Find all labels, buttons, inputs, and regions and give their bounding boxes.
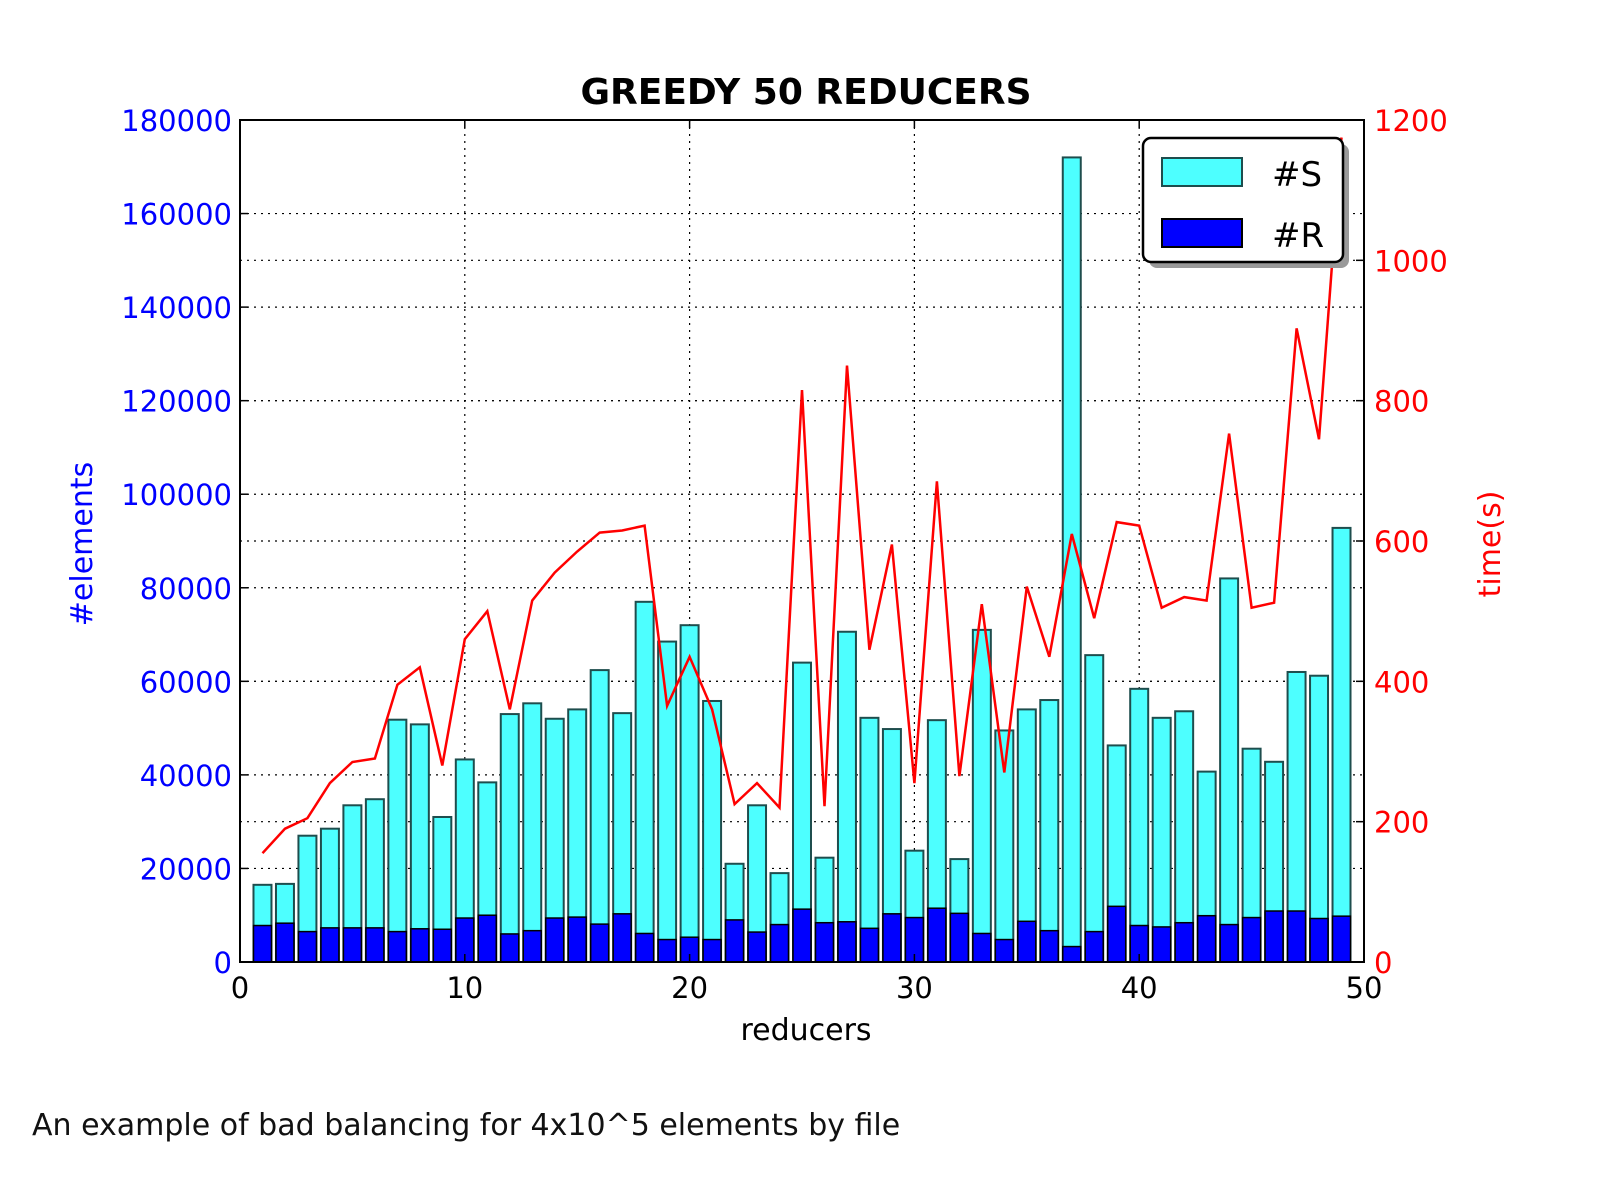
bar-s xyxy=(1129,687,1150,963)
bar-r xyxy=(365,927,385,963)
y-axis-left-label: #elements xyxy=(65,462,100,626)
bar-r xyxy=(747,931,767,963)
y-right-tick-label: 800 xyxy=(1374,385,1429,419)
y-left-tick-label: 80000 xyxy=(140,572,232,606)
bar-r xyxy=(342,927,363,963)
y-left-tick-label: 0 xyxy=(214,946,232,980)
bar-s xyxy=(836,630,857,963)
y-right-tick-label: 0 xyxy=(1374,946,1392,980)
bar-r xyxy=(1219,923,1239,963)
y-left-tick-label: 40000 xyxy=(140,759,232,793)
bar-r xyxy=(927,907,947,963)
bar-r xyxy=(1309,917,1329,963)
bar-r xyxy=(387,930,408,963)
legend-label-s: #S xyxy=(1272,155,1322,195)
bar-r xyxy=(859,927,880,963)
bar-r xyxy=(1286,910,1307,963)
bar-s xyxy=(1219,577,1240,964)
x-tick-label: 0 xyxy=(231,971,249,1005)
y-left-tick-label: 20000 xyxy=(140,852,232,886)
bar-s xyxy=(1084,654,1105,963)
bar-r xyxy=(612,913,632,963)
y-left-tick-label: 120000 xyxy=(121,385,232,419)
x-tick-label: 10 xyxy=(446,971,483,1005)
y-right-tick-label: 600 xyxy=(1374,525,1429,559)
y-left-tick-label: 160000 xyxy=(121,198,232,232)
time-line-layer xyxy=(261,137,1343,855)
bar-s xyxy=(589,669,610,964)
bar-r xyxy=(275,922,295,963)
bar-r xyxy=(1331,915,1352,963)
bar-s xyxy=(409,723,430,963)
bar-r xyxy=(297,930,318,963)
y-right-tick-label: 200 xyxy=(1374,806,1429,840)
bar-r xyxy=(1151,926,1172,963)
y-right-tick-label: 1200 xyxy=(1374,104,1448,138)
bar-r xyxy=(320,927,340,963)
legend-swatch-r xyxy=(1161,218,1243,248)
bars xyxy=(252,156,1352,964)
bar-r xyxy=(769,923,790,963)
bar-s xyxy=(1151,716,1172,963)
y-left-tick-label: 140000 xyxy=(121,291,232,325)
bar-r xyxy=(1084,930,1104,963)
bar-r xyxy=(1039,929,1060,963)
x-tick-label: 20 xyxy=(671,971,708,1005)
legend-label-r: #R xyxy=(1272,216,1324,256)
axis-ticks: 0 10 20 30 40 5002000040000600008000010000012… xyxy=(121,104,1448,1005)
bar-r xyxy=(1174,921,1194,963)
bar-s xyxy=(1331,526,1352,963)
bar-r xyxy=(657,938,677,963)
bar-r xyxy=(432,928,453,963)
bar-s xyxy=(499,713,520,963)
y-left-tick-label: 100000 xyxy=(121,478,232,512)
bar-r xyxy=(814,921,835,963)
y-left-tick-label: 60000 xyxy=(140,665,232,699)
bar-r xyxy=(252,924,273,963)
bar-r xyxy=(882,913,902,963)
bar-r xyxy=(1241,916,1262,963)
bar-s xyxy=(859,716,880,963)
bar-r xyxy=(634,932,655,963)
bar-r xyxy=(1106,905,1127,963)
bar-r xyxy=(702,938,722,963)
bar-s xyxy=(522,702,543,964)
bar-r xyxy=(724,919,745,963)
chart-title: GREEDY 50 REDUCERS xyxy=(580,72,1031,113)
y-axis-right-label: time(s) xyxy=(1473,491,1508,598)
x-tick-label: 40 xyxy=(1121,971,1158,1005)
bar-r xyxy=(1017,920,1037,963)
legend-swatch-s xyxy=(1161,157,1243,187)
bar-r xyxy=(567,916,587,963)
bar-r xyxy=(949,912,970,963)
bar-r xyxy=(792,908,812,963)
bar-s xyxy=(1039,699,1060,963)
bar-s xyxy=(634,600,655,963)
bar-r xyxy=(1062,945,1082,963)
bar-r xyxy=(410,928,430,963)
bar-r xyxy=(500,933,520,963)
x-tick-label: 50 xyxy=(1346,971,1383,1005)
bar-r xyxy=(522,929,542,963)
bar-s xyxy=(387,718,408,963)
bar-r xyxy=(477,914,498,963)
time-line xyxy=(261,137,1343,855)
bar-r xyxy=(994,938,1015,963)
bar-s xyxy=(679,624,700,963)
y-left-tick-label: 180000 xyxy=(121,104,232,138)
x-tick-label: 30 xyxy=(896,971,933,1005)
figure-caption: An example of bad balancing for 4x10^5 e… xyxy=(32,1108,901,1143)
bar-r xyxy=(589,923,610,963)
y-right-tick-label: 1000 xyxy=(1374,244,1448,278)
bar-r xyxy=(1264,910,1284,963)
bar-r xyxy=(1196,914,1217,963)
x-axis-label: reducers xyxy=(740,1013,871,1048)
legend: #S #R xyxy=(1141,136,1349,268)
bar-r xyxy=(972,932,992,963)
y-right-tick-label: 400 xyxy=(1374,665,1429,699)
bar-r xyxy=(837,921,857,963)
bar-s xyxy=(971,628,992,964)
bar-r xyxy=(544,917,565,963)
